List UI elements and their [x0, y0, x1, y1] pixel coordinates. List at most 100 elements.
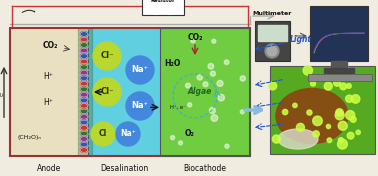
Circle shape: [327, 138, 332, 143]
Text: H⁺: H⁺: [43, 98, 53, 107]
Circle shape: [178, 141, 183, 145]
Bar: [10, 28, 88, 156]
Bar: [310, 6, 368, 61]
Circle shape: [208, 63, 214, 69]
Circle shape: [356, 130, 360, 134]
Ellipse shape: [81, 93, 87, 97]
Ellipse shape: [81, 103, 87, 108]
Circle shape: [296, 123, 304, 131]
FancyArrowPatch shape: [22, 10, 35, 12]
Circle shape: [211, 115, 218, 121]
Circle shape: [340, 83, 347, 90]
Circle shape: [313, 116, 322, 126]
Circle shape: [338, 121, 347, 130]
Text: Algae: Algae: [188, 87, 212, 96]
Circle shape: [336, 109, 343, 116]
Text: O₂: O₂: [185, 130, 195, 139]
Circle shape: [211, 71, 215, 76]
Circle shape: [351, 95, 360, 103]
Circle shape: [240, 76, 245, 81]
Text: Anode: Anode: [37, 164, 61, 173]
Circle shape: [93, 78, 121, 106]
Bar: [331, 61, 347, 69]
Circle shape: [303, 66, 313, 75]
Circle shape: [344, 68, 350, 74]
Bar: [160, 28, 250, 156]
Text: Light: Light: [290, 36, 312, 45]
Text: Cl: Cl: [99, 130, 107, 139]
Circle shape: [217, 80, 223, 86]
Ellipse shape: [81, 115, 87, 119]
Text: H⁺: H⁺: [43, 72, 53, 81]
Circle shape: [224, 60, 229, 65]
Ellipse shape: [81, 59, 87, 64]
Circle shape: [126, 56, 154, 84]
Circle shape: [197, 75, 203, 80]
Circle shape: [347, 84, 351, 88]
Ellipse shape: [81, 54, 87, 58]
Ellipse shape: [81, 131, 87, 136]
Bar: [88, 28, 160, 156]
Text: H₂O: H₂O: [164, 58, 180, 68]
Text: Cl⁻: Cl⁻: [100, 87, 114, 96]
Ellipse shape: [81, 37, 87, 42]
Circle shape: [265, 44, 279, 58]
Text: Biocathode: Biocathode: [183, 164, 226, 173]
Text: e⁻: e⁻: [0, 88, 5, 96]
Text: CO₂: CO₂: [187, 33, 203, 42]
Ellipse shape: [81, 65, 87, 69]
Ellipse shape: [81, 142, 87, 147]
Bar: [78, 28, 92, 156]
Ellipse shape: [278, 129, 318, 149]
Bar: [255, 21, 290, 61]
Circle shape: [126, 92, 154, 120]
Circle shape: [93, 42, 121, 70]
Circle shape: [313, 131, 319, 137]
Circle shape: [311, 81, 316, 86]
Ellipse shape: [81, 148, 87, 152]
Bar: [270, 66, 375, 154]
Text: CO₂: CO₂: [42, 42, 58, 51]
Circle shape: [335, 111, 344, 120]
Ellipse shape: [81, 87, 87, 92]
Circle shape: [282, 109, 288, 115]
Circle shape: [347, 132, 354, 139]
Circle shape: [188, 103, 192, 107]
Circle shape: [212, 39, 216, 43]
Circle shape: [324, 82, 332, 90]
Circle shape: [225, 144, 229, 148]
Ellipse shape: [81, 76, 87, 80]
Circle shape: [203, 82, 208, 87]
Bar: [142, 0, 184, 15]
Ellipse shape: [81, 126, 87, 130]
Text: Desalination: Desalination: [100, 164, 148, 173]
Circle shape: [116, 122, 140, 146]
Circle shape: [166, 5, 175, 14]
Ellipse shape: [81, 48, 87, 53]
Ellipse shape: [81, 43, 87, 47]
Circle shape: [338, 139, 347, 149]
Bar: [10, 28, 250, 156]
Ellipse shape: [81, 32, 87, 36]
Circle shape: [186, 83, 191, 88]
Circle shape: [267, 46, 277, 56]
Circle shape: [307, 110, 312, 115]
Text: Na⁺: Na⁺: [132, 102, 149, 111]
Circle shape: [170, 136, 175, 140]
Circle shape: [345, 95, 353, 102]
Ellipse shape: [276, 89, 348, 143]
Ellipse shape: [81, 109, 87, 114]
Circle shape: [334, 80, 340, 86]
Text: Na⁺: Na⁺: [120, 130, 136, 139]
Circle shape: [218, 94, 225, 101]
Text: (CH₂O)ₙ: (CH₂O)ₙ: [18, 136, 42, 140]
Bar: [324, 68, 354, 73]
Bar: [258, 25, 287, 41]
Text: Cl⁻: Cl⁻: [100, 52, 114, 61]
Ellipse shape: [81, 81, 87, 86]
Circle shape: [240, 110, 244, 114]
Circle shape: [191, 38, 195, 43]
Circle shape: [91, 122, 115, 146]
Circle shape: [338, 138, 344, 143]
Ellipse shape: [81, 120, 87, 125]
